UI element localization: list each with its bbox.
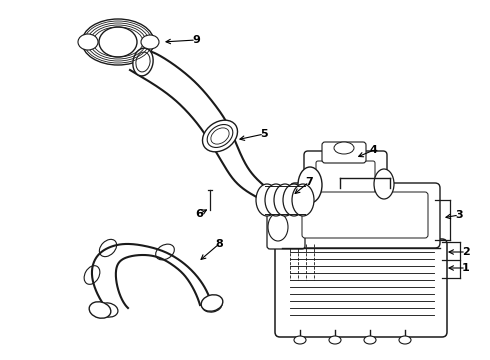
- Ellipse shape: [89, 302, 111, 318]
- Text: 2: 2: [462, 247, 470, 257]
- Ellipse shape: [298, 167, 322, 203]
- FancyBboxPatch shape: [290, 183, 440, 248]
- Ellipse shape: [364, 336, 376, 344]
- Ellipse shape: [292, 184, 314, 216]
- Text: 9: 9: [192, 35, 200, 45]
- Ellipse shape: [78, 34, 98, 50]
- Ellipse shape: [334, 142, 354, 154]
- Text: 4: 4: [370, 145, 378, 155]
- Text: 1: 1: [462, 263, 470, 273]
- Ellipse shape: [399, 336, 411, 344]
- Ellipse shape: [202, 120, 238, 152]
- FancyBboxPatch shape: [316, 161, 375, 205]
- Ellipse shape: [256, 184, 278, 216]
- Ellipse shape: [98, 303, 118, 317]
- Text: 7: 7: [305, 177, 313, 187]
- Text: 5: 5: [260, 129, 268, 139]
- Ellipse shape: [274, 184, 296, 216]
- Ellipse shape: [201, 295, 223, 311]
- Ellipse shape: [82, 19, 154, 65]
- FancyBboxPatch shape: [267, 205, 305, 249]
- Ellipse shape: [329, 336, 341, 344]
- Ellipse shape: [265, 184, 287, 216]
- Ellipse shape: [268, 213, 288, 241]
- Ellipse shape: [133, 48, 153, 76]
- FancyBboxPatch shape: [302, 192, 428, 238]
- Text: 8: 8: [215, 239, 223, 249]
- Ellipse shape: [283, 184, 305, 216]
- Ellipse shape: [294, 336, 306, 344]
- FancyBboxPatch shape: [322, 142, 366, 163]
- Ellipse shape: [202, 298, 222, 312]
- Text: 3: 3: [455, 210, 463, 220]
- FancyBboxPatch shape: [275, 239, 447, 337]
- FancyBboxPatch shape: [304, 151, 387, 217]
- Text: 6: 6: [195, 209, 203, 219]
- Ellipse shape: [99, 27, 137, 57]
- Ellipse shape: [374, 169, 394, 199]
- Ellipse shape: [141, 35, 159, 49]
